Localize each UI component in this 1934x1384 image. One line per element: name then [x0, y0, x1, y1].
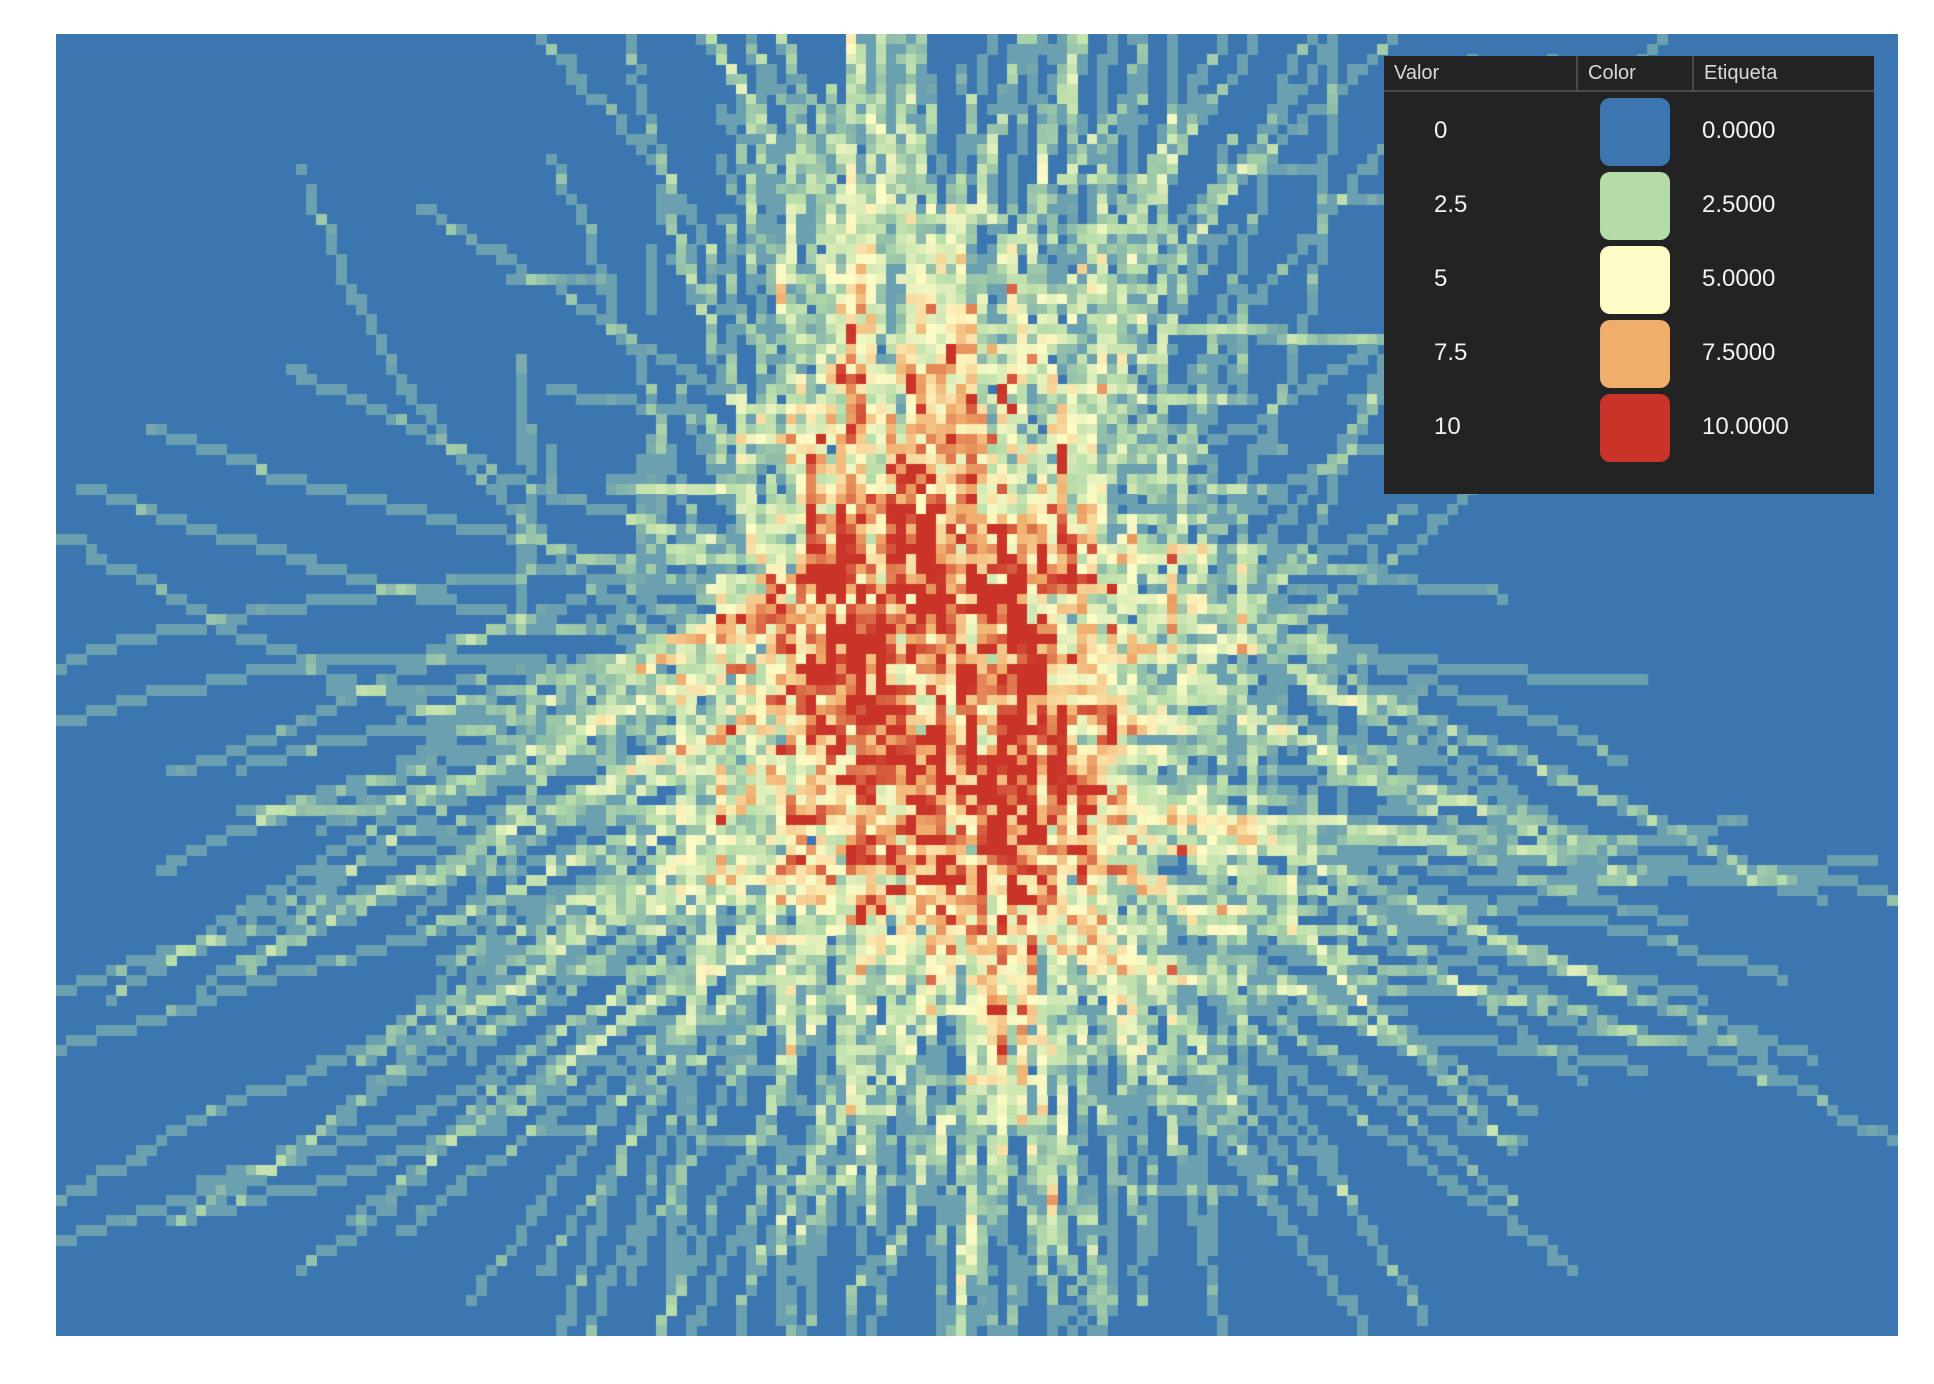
legend-row-value: 7.5: [1434, 339, 1468, 366]
legend-color-swatch[interactable]: [1600, 98, 1670, 166]
legend-header-value[interactable]: Valor: [1394, 62, 1440, 84]
legend-row-label: 10.0000: [1702, 413, 1789, 440]
legend-row-value: 2.5: [1434, 191, 1468, 218]
legend-color-swatch[interactable]: [1600, 246, 1670, 314]
legend-row[interactable]: 7.5 7.5000: [1384, 316, 1874, 390]
legend-row-label: 2.5000: [1702, 191, 1776, 218]
legend-row-label: 7.5000: [1702, 339, 1776, 366]
legend-color-swatch[interactable]: [1600, 172, 1670, 240]
legend-row[interactable]: 0 0.0000: [1384, 94, 1874, 168]
legend-row-label: 0.0000: [1702, 117, 1776, 144]
legend-row[interactable]: 2.5 2.5000: [1384, 168, 1874, 242]
legend-color-swatch[interactable]: [1600, 394, 1670, 462]
legend-row[interactable]: 10 10.0000: [1384, 390, 1874, 464]
legend-rows: 0 0.0000 2.5 2.5000 5 5.0000 7.5 7.5000 …: [1384, 94, 1874, 464]
legend-header-color[interactable]: Color: [1576, 56, 1692, 90]
legend-row-label: 5.0000: [1702, 265, 1776, 292]
legend-color-swatch[interactable]: [1600, 320, 1670, 388]
legend-header: Valor Color Etiqueta: [1384, 56, 1874, 92]
legend-row-value: 10: [1434, 413, 1461, 440]
legend-row-value: 5: [1434, 265, 1448, 292]
legend-row-value: 0: [1434, 117, 1448, 144]
legend-row[interactable]: 5 5.0000: [1384, 242, 1874, 316]
legend-panel: Valor Color Etiqueta 0 0.0000 2.5 2.5000…: [1384, 56, 1874, 494]
legend-header-label[interactable]: Etiqueta: [1692, 56, 1874, 90]
